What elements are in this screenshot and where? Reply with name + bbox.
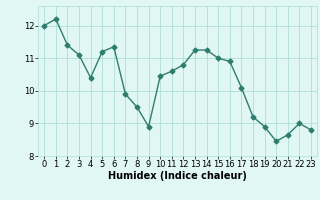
X-axis label: Humidex (Indice chaleur): Humidex (Indice chaleur)	[108, 171, 247, 181]
